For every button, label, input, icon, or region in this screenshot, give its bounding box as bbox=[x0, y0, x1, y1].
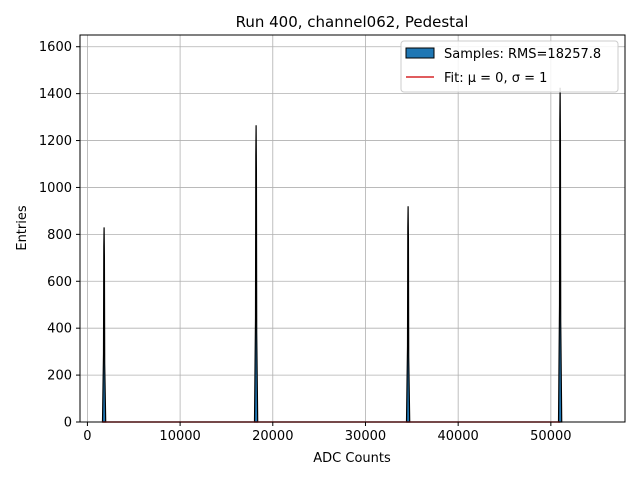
y-tick-label: 1400 bbox=[39, 87, 72, 102]
legend-swatch-samples bbox=[405, 47, 435, 59]
y-tick-label: 200 bbox=[47, 369, 72, 384]
legend-label-fit: Fit: μ = 0, σ = 1 bbox=[444, 71, 547, 86]
y-tick-label: 1200 bbox=[39, 134, 72, 149]
histogram-peaks bbox=[101, 87, 563, 423]
legend-box bbox=[400, 40, 619, 93]
histogram-peak-4 bbox=[557, 87, 563, 423]
y-tick-label: 800 bbox=[47, 228, 72, 243]
x-tick-label: 0 bbox=[83, 429, 91, 444]
histogram-peak-1 bbox=[101, 227, 107, 423]
y-tick-label: 1000 bbox=[39, 181, 72, 196]
legend: Samples: RMS=18257.8 Fit: μ = 0, σ = 1 bbox=[400, 40, 619, 93]
x-tick-label: 50000 bbox=[530, 429, 571, 444]
legend-label-samples: Samples: RMS=18257.8 bbox=[444, 47, 601, 62]
grid-lines bbox=[80, 35, 625, 423]
histogram-peak-2 bbox=[253, 125, 259, 423]
histogram-peak-3 bbox=[405, 206, 411, 423]
y-tick-label: 600 bbox=[47, 275, 72, 290]
x-axis-label: ADC Counts bbox=[313, 451, 391, 466]
y-axis-label: Entries bbox=[15, 205, 30, 251]
x-tick-label: 20000 bbox=[252, 429, 293, 444]
x-tick-label: 40000 bbox=[437, 429, 478, 444]
x-tick-label: 10000 bbox=[159, 429, 200, 444]
y-tick-label: 0 bbox=[64, 416, 72, 431]
chart-title: Run 400, channel062, Pedestal bbox=[236, 13, 469, 31]
y-tick-label: 400 bbox=[47, 322, 72, 337]
y-tick-label: 1600 bbox=[39, 40, 72, 55]
plot-frame bbox=[79, 34, 626, 423]
y-axis-ticks: 0 200 400 600 800 1000 1200 1400 1600 bbox=[39, 40, 80, 431]
x-axis-ticks: 0 10000 20000 30000 40000 50000 bbox=[83, 422, 572, 444]
x-tick-label: 30000 bbox=[345, 429, 386, 444]
